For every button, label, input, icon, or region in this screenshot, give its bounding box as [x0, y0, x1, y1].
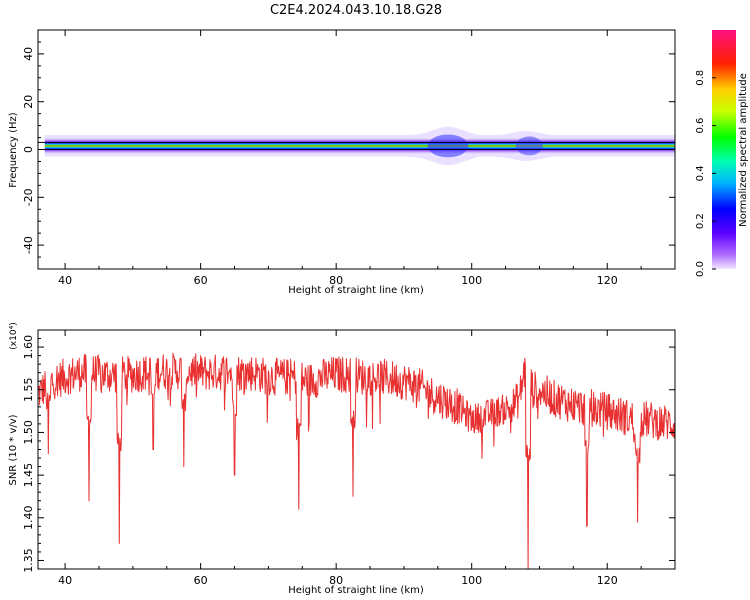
colorbar-label: Normalized spectral amplitude	[738, 73, 749, 227]
y-tick-label: 1.55	[22, 378, 35, 403]
colorbar-tick-label: 0.4	[695, 165, 706, 181]
x-tick-label: 60	[194, 574, 208, 587]
spectrogram-xlabel: Height of straight line (km)	[288, 285, 424, 296]
colorbar-tick-label: 0.6	[695, 118, 706, 134]
y-tick-label: 20	[22, 95, 35, 109]
spectral-band-core	[44, 138, 675, 154]
y-tick-label: -40	[22, 236, 35, 254]
snr-panel: 40 60 80 100 120 1.35 1.40 1.45 1.50 1.55 1.60 He…	[8, 322, 676, 596]
x-tick-label: 60	[194, 274, 208, 287]
spectrogram-x-ticks: 40 60 80 100 120	[58, 30, 676, 287]
x-tick-label: 100	[461, 574, 482, 587]
x-tick-label: 120	[597, 574, 618, 587]
y-tick-label: 1.40	[22, 506, 35, 531]
x-tick-label: 40	[58, 574, 72, 587]
snr-xlabel: Height of straight line (km)	[288, 585, 424, 596]
y-tick-label: 40	[22, 47, 35, 61]
snr-ylabel: SNR (10 * v/v)	[8, 414, 19, 485]
colorbar: 0.0 0.2 0.4 0.6 0.8 Normalized spectral ampl…	[695, 30, 749, 277]
snr-y-multiplier: (x10⁴)	[9, 322, 19, 349]
x-tick-label: 80	[329, 574, 343, 587]
colorbar-ticks: 0.0 0.2 0.4 0.6 0.8	[695, 70, 716, 277]
colorbar-tick-label: 0.0	[695, 261, 706, 277]
y-tick-label: 0	[22, 146, 35, 153]
snr-y-ticks: 1.35 1.40 1.45 1.50 1.55 1.60	[22, 335, 675, 573]
y-tick-label: 1.45	[22, 463, 35, 488]
snr-series-line	[38, 352, 675, 569]
figure-title: C2E4.2024.043.10.18.G28	[270, 3, 442, 18]
colorbar-tick-label: 0.8	[695, 70, 706, 86]
y-tick-label: -20	[22, 188, 35, 206]
y-tick-label: 1.35	[22, 548, 35, 573]
colorbar-tick-label: 0.2	[695, 213, 706, 229]
spectral-band-broadening	[427, 134, 469, 158]
snr-x-ticks: 40 60 80 100 120	[58, 330, 676, 587]
x-tick-label: 40	[58, 274, 72, 287]
y-tick-label: 1.50	[22, 420, 35, 445]
spectrogram-y-ticks: -40 -20 0 20 40	[22, 41, 675, 258]
x-tick-label: 120	[597, 274, 618, 287]
spectrogram-ylabel: Frequency (Hz)	[8, 112, 19, 188]
x-tick-label: 100	[461, 274, 482, 287]
spectral-band-broadening	[515, 136, 543, 156]
spectrogram-panel: 40 60 80 100 120 -40 -20 0 20 40 Height of strai…	[8, 29, 676, 296]
y-tick-label: 1.60	[22, 335, 35, 360]
colorbar-gradient	[712, 30, 736, 269]
spectral-band	[44, 126, 675, 166]
x-tick-label: 80	[329, 274, 343, 287]
